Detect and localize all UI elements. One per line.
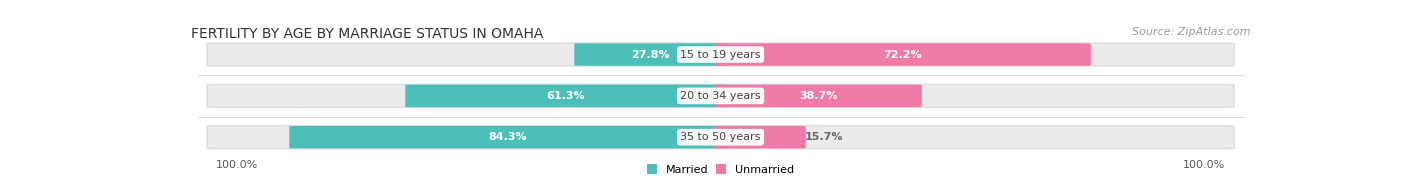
FancyBboxPatch shape [290, 126, 727, 149]
Text: 61.3%: 61.3% [547, 91, 585, 101]
Legend: Married, Unmarried: Married, Unmarried [648, 164, 793, 175]
Text: 20 to 34 years: 20 to 34 years [681, 91, 761, 101]
Text: 15 to 19 years: 15 to 19 years [681, 50, 761, 60]
Text: 38.7%: 38.7% [799, 91, 838, 101]
FancyBboxPatch shape [714, 126, 806, 149]
Text: 100.0%: 100.0% [1182, 160, 1225, 170]
FancyBboxPatch shape [207, 84, 1234, 107]
Text: 15.7%: 15.7% [804, 132, 844, 142]
Text: FERTILITY BY AGE BY MARRIAGE STATUS IN OMAHA: FERTILITY BY AGE BY MARRIAGE STATUS IN O… [191, 27, 543, 41]
Text: 100.0%: 100.0% [217, 160, 259, 170]
Text: Source: ZipAtlas.com: Source: ZipAtlas.com [1132, 27, 1250, 37]
Text: 27.8%: 27.8% [631, 50, 669, 60]
FancyBboxPatch shape [714, 85, 922, 107]
FancyBboxPatch shape [207, 126, 1234, 149]
Text: 35 to 50 years: 35 to 50 years [681, 132, 761, 142]
Text: 72.2%: 72.2% [883, 50, 922, 60]
FancyBboxPatch shape [714, 43, 1091, 66]
Text: 84.3%: 84.3% [489, 132, 527, 142]
FancyBboxPatch shape [574, 43, 727, 66]
FancyBboxPatch shape [405, 85, 727, 107]
FancyBboxPatch shape [207, 43, 1234, 66]
